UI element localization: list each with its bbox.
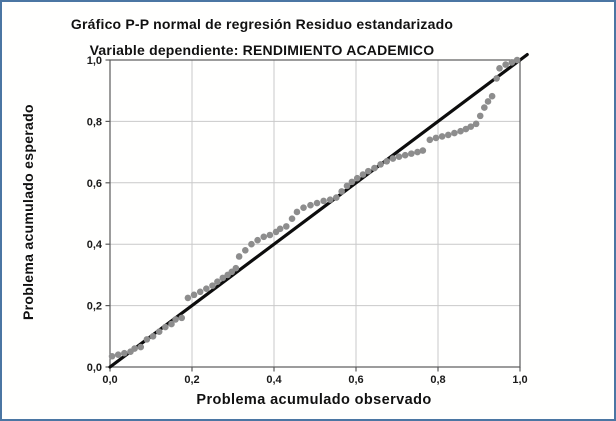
data-point bbox=[513, 56, 521, 64]
chart-title: Gráfico P-P normal de regresión Residuo … bbox=[70, 16, 454, 32]
data-point bbox=[149, 333, 157, 340]
data-point bbox=[348, 178, 356, 186]
y-tick-label: 0,0 bbox=[87, 362, 102, 374]
data-point bbox=[508, 59, 516, 66]
y-tick-label: 0,4 bbox=[87, 239, 103, 251]
data-point bbox=[467, 123, 475, 130]
data-point bbox=[408, 150, 415, 157]
data-point bbox=[307, 201, 314, 209]
data-point bbox=[365, 167, 372, 175]
identity-reference-line bbox=[108, 53, 529, 369]
data-point bbox=[457, 127, 464, 135]
data-point bbox=[300, 204, 307, 211]
scatter-series-points bbox=[108, 56, 521, 360]
data-point bbox=[438, 133, 446, 140]
plot-frame bbox=[109, 59, 521, 368]
data-point bbox=[172, 316, 179, 323]
data-point bbox=[343, 182, 351, 190]
data-point bbox=[214, 278, 221, 285]
data-point bbox=[414, 148, 421, 156]
data-point bbox=[481, 104, 488, 111]
chart-subtitle: Variable dependiente: RENDIMIENTO ACADEM… bbox=[89, 42, 435, 58]
x-tick-label: 0,6 bbox=[348, 374, 363, 386]
x-tick-label: 0,2 bbox=[184, 374, 199, 386]
data-point bbox=[131, 345, 138, 352]
data-point bbox=[502, 61, 509, 68]
data-point bbox=[395, 153, 403, 161]
data-point bbox=[462, 125, 470, 133]
data-point bbox=[444, 131, 452, 139]
x-axis-label: Problema acumulado observado bbox=[196, 392, 432, 408]
data-point bbox=[232, 264, 240, 272]
data-point bbox=[242, 247, 249, 254]
data-point bbox=[493, 75, 500, 82]
axis-tick-labels: 0,00,0 0,2 0,2 0,4 0,4 0,6 0,6 0,8 0,8 1,0 1,0 bbox=[87, 55, 528, 386]
gridlines bbox=[110, 60, 520, 367]
y-tick-label: 0,6 bbox=[87, 178, 102, 190]
data-point bbox=[419, 147, 427, 154]
data-point bbox=[426, 136, 434, 144]
data-point bbox=[196, 288, 204, 296]
data-point bbox=[276, 225, 284, 233]
data-point bbox=[488, 92, 496, 100]
data-point bbox=[219, 274, 227, 282]
data-point bbox=[451, 129, 458, 137]
data-point bbox=[190, 291, 198, 299]
data-point bbox=[371, 164, 378, 172]
data-point bbox=[178, 314, 186, 322]
data-point bbox=[254, 236, 261, 244]
data-point bbox=[209, 282, 216, 289]
data-point bbox=[320, 197, 327, 205]
x-tick-label: 0,0 bbox=[102, 374, 117, 386]
data-point bbox=[432, 134, 440, 142]
data-point bbox=[137, 343, 145, 351]
data-point bbox=[313, 199, 321, 207]
x-tick-label: 0,8 bbox=[430, 374, 445, 386]
y-tick-label: 0,8 bbox=[87, 116, 102, 128]
data-point bbox=[383, 158, 391, 165]
y-tick-label: 1,0 bbox=[87, 55, 102, 67]
chart-titles: Gráfico P-P normal de regresión Residuo … bbox=[2, 11, 522, 63]
data-point bbox=[283, 223, 290, 230]
data-point bbox=[338, 188, 345, 195]
data-point bbox=[484, 98, 492, 105]
data-point bbox=[184, 294, 192, 302]
data-point bbox=[496, 64, 503, 72]
data-point bbox=[359, 171, 367, 178]
data-point bbox=[168, 320, 175, 328]
data-point bbox=[472, 120, 480, 128]
data-point bbox=[353, 174, 361, 182]
data-point bbox=[266, 231, 274, 239]
x-tick-label: 1,0 bbox=[512, 374, 527, 386]
data-point bbox=[235, 253, 243, 260]
data-point bbox=[108, 352, 116, 360]
data-point bbox=[114, 351, 122, 359]
y-tick-label: 0,2 bbox=[87, 301, 102, 313]
data-point bbox=[293, 208, 301, 216]
x-tick-label: 0,4 bbox=[266, 374, 282, 386]
data-point bbox=[288, 215, 296, 223]
data-point bbox=[377, 161, 384, 168]
data-point bbox=[121, 349, 128, 357]
data-point bbox=[260, 233, 268, 241]
data-point bbox=[155, 328, 163, 335]
data-point bbox=[203, 285, 210, 293]
data-point bbox=[248, 240, 255, 248]
data-point bbox=[326, 196, 334, 203]
data-point bbox=[389, 155, 397, 162]
data-point bbox=[162, 323, 169, 331]
data-point bbox=[401, 151, 409, 159]
data-point bbox=[476, 112, 484, 120]
data-point bbox=[143, 336, 151, 343]
data-point bbox=[333, 194, 340, 201]
